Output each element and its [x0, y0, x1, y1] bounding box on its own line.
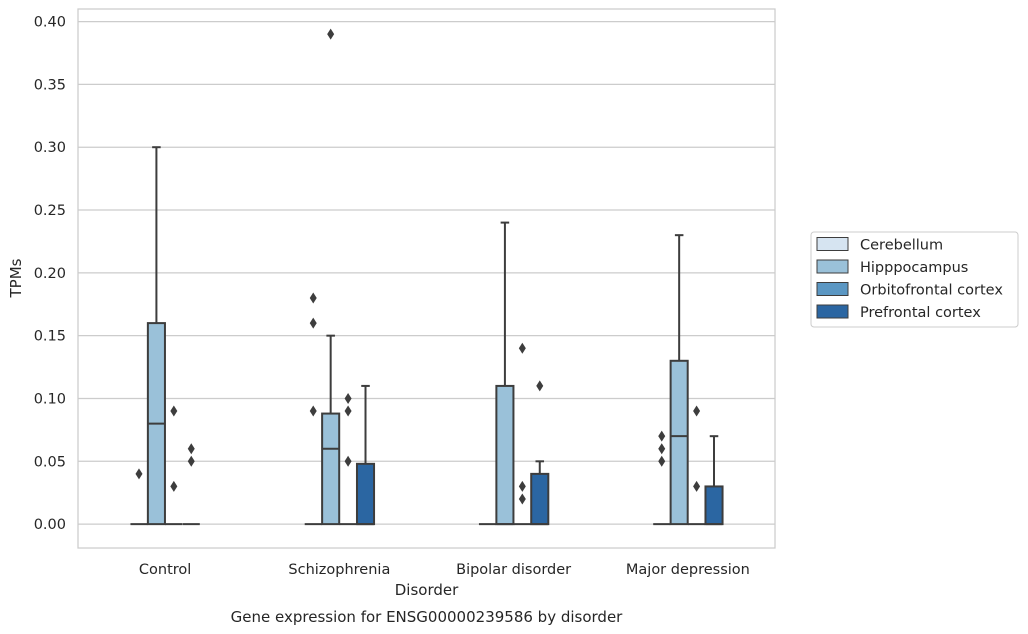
- outlier-marker: [187, 443, 195, 455]
- box-cerebellum: [304, 292, 322, 526]
- outlier-marker: [536, 380, 544, 392]
- y-tick-label: 0.25: [34, 203, 66, 219]
- box-cerebellum: [653, 430, 671, 526]
- legend-frame: [810, 231, 1019, 328]
- outlier-marker: [170, 405, 178, 417]
- box-body: [355, 462, 376, 526]
- legend-label: Hipppocampus: [860, 260, 968, 276]
- box-hipppocampus: [146, 146, 166, 526]
- legend-label: Orbitofrontal cortex: [860, 283, 1003, 299]
- box-cerebellum: [130, 468, 148, 526]
- y-tick-label: 0.10: [34, 391, 66, 407]
- box-prefrontal-cortex: [182, 443, 200, 526]
- box-orbitofrontal-cortex: [688, 405, 706, 526]
- box-body: [495, 384, 515, 526]
- y-axis-ticks: 0.00 0.05 0.10 0.15 0.20 0.25 0.30 0.35 0.40: [34, 15, 66, 534]
- outlier-marker: [518, 480, 526, 492]
- outlier-marker: [309, 405, 317, 417]
- box-body: [321, 412, 341, 526]
- outlier-marker: [693, 480, 701, 492]
- plot-frame: [77, 8, 776, 549]
- y-axis-label: TPMs: [7, 258, 25, 298]
- box-prefrontal-cortex: [355, 384, 376, 526]
- plot-area: [130, 28, 724, 526]
- legend-label: Prefrontal cortex: [860, 305, 981, 321]
- x-axis-ticks: Control Schizophrenia Bipolar disorder Majo…: [139, 562, 750, 578]
- box-body: [669, 359, 689, 526]
- y-tick-label: 0.05: [34, 454, 66, 470]
- legend-swatch: [816, 259, 849, 274]
- outlier-marker: [309, 292, 317, 304]
- y-tick-label: 0.35: [34, 77, 66, 93]
- legend-swatch: [816, 304, 849, 319]
- box-orbitofrontal-cortex: [513, 342, 531, 526]
- outlier-marker: [344, 455, 352, 467]
- box-orbitofrontal-cortex: [165, 405, 183, 526]
- chart-caption: Gene expression for ENSG00000239586 by d…: [231, 608, 624, 626]
- outlier-marker: [658, 430, 666, 442]
- y-tick-label: 0.15: [34, 329, 66, 345]
- box-prefrontal-cortex: [704, 435, 724, 526]
- y-tick-label: 0.40: [34, 15, 66, 31]
- box-prefrontal-cortex: [530, 380, 550, 526]
- outlier-marker: [170, 480, 178, 492]
- box-hipppocampus: [669, 234, 689, 526]
- outlier-marker: [309, 317, 317, 329]
- box-orbitofrontal-cortex: [339, 392, 357, 526]
- outlier-marker: [518, 342, 526, 354]
- outlier-marker: [344, 392, 352, 404]
- outlier-marker: [658, 455, 666, 467]
- legend-swatch: [816, 282, 849, 296]
- outlier-marker: [187, 455, 195, 467]
- outlier-marker: [518, 493, 526, 505]
- y-tick-label: 0.30: [34, 140, 66, 156]
- outlier-marker: [658, 443, 666, 455]
- legend-swatch: [816, 237, 849, 251]
- legend-label: Cerebellum: [860, 238, 943, 254]
- outlier-marker: [135, 468, 143, 480]
- x-tick-label: Control: [139, 562, 191, 578]
- y-tick-label: 0.00: [34, 517, 66, 533]
- outlier-marker: [693, 405, 701, 417]
- x-tick-label: Schizophrenia: [288, 562, 390, 578]
- y-tick-label: 0.20: [34, 266, 66, 282]
- box-hipppocampus: [495, 221, 515, 526]
- box-hipppocampus: [321, 28, 341, 526]
- box-body: [704, 485, 724, 526]
- x-axis-label: Disorder: [395, 581, 459, 599]
- x-tick-label: Major depression: [626, 562, 750, 578]
- outlier-marker: [327, 28, 335, 40]
- legend: Cerebellum Hipppocampus Orbitofrontal cort…: [810, 231, 1019, 328]
- x-tick-label: Bipolar disorder: [456, 562, 571, 578]
- outlier-marker: [344, 405, 352, 417]
- box-body: [530, 472, 550, 526]
